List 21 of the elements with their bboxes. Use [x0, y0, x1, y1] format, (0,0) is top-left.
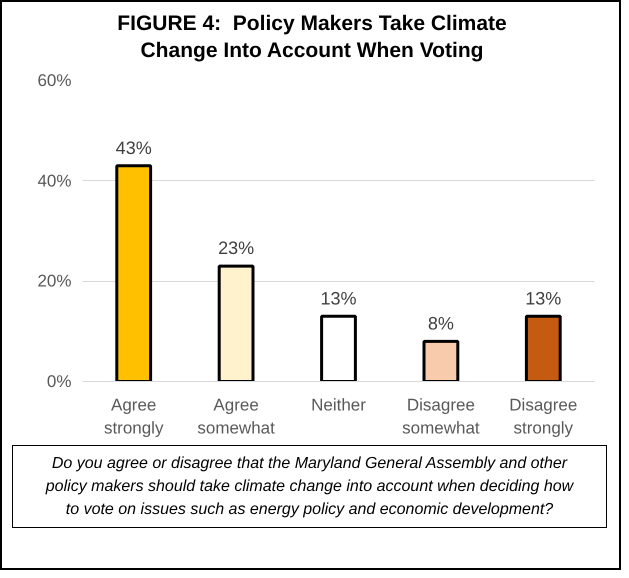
bar — [524, 314, 562, 382]
x-tick-label: Agree strongly — [104, 395, 164, 437]
y-tick-label: 60% — [37, 70, 72, 90]
y-tick-label: 0% — [46, 372, 72, 391]
data-label: 13% — [320, 288, 357, 308]
data-label: 43% — [116, 137, 152, 158]
data-label: 8% — [428, 312, 454, 333]
x-tick-label: Disagree strongly — [509, 395, 578, 437]
bar — [422, 339, 460, 382]
bar — [320, 314, 357, 382]
bar — [115, 164, 152, 382]
x-tick-label: Neither — [311, 395, 366, 414]
y-tick-label: 40% — [37, 170, 72, 190]
x-tick-label: Agree somewhat — [197, 395, 276, 437]
y-tick-label: 20% — [37, 271, 72, 290]
data-label: 23% — [218, 238, 254, 258]
x-tick-label: Disagree somewhat — [402, 395, 480, 437]
data-label: 13% — [525, 288, 562, 308]
bar — [218, 264, 254, 382]
text: Do you agree or disagree that the Maryland General Assembly and other policy makers should take climate change into account when deciding how to vote on issues such as energy policy and economic development? — [44, 454, 575, 520]
chart-title: FIGURE 4: Policy Makers Take Climate Change Into Account When Voting — [116, 11, 508, 64]
